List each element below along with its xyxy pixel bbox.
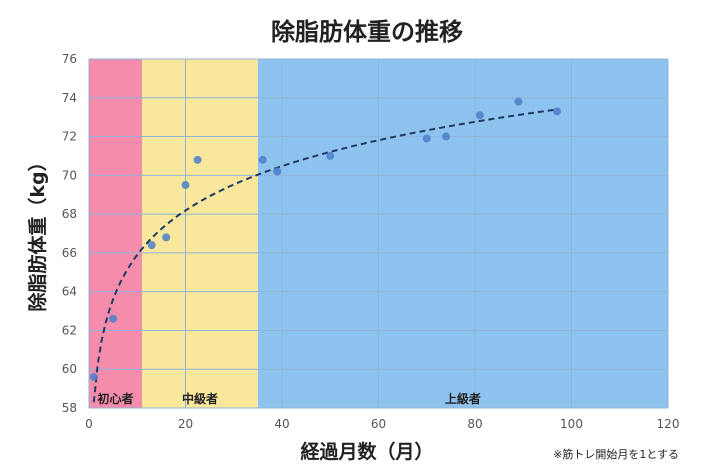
x-tick-label: 40 [274, 417, 289, 431]
y-axis-title: 除脂肪体重（kg） [26, 152, 49, 311]
band-label: 中級者 [182, 391, 218, 406]
data-point [514, 97, 523, 106]
x-axis-title: 経過月数（月） [300, 440, 433, 463]
x-tick-label: 120 [657, 417, 680, 431]
x-tick-label: 20 [178, 417, 193, 431]
data-point [553, 107, 562, 116]
data-point [162, 233, 171, 242]
experience-bands [89, 59, 668, 408]
y-tick-label: 66 [62, 246, 77, 260]
x-axis-ticks: 0 20 40 60 80 100 120 [85, 417, 679, 431]
y-tick-label: 76 [62, 52, 77, 66]
y-tick-label: 74 [62, 91, 77, 105]
y-tick-label: 70 [62, 168, 77, 182]
x-tick-label: 80 [467, 417, 482, 431]
data-point [109, 314, 118, 323]
x-tick-label: 100 [560, 417, 583, 431]
band-0 [89, 59, 143, 408]
y-tick-label: 58 [62, 401, 77, 415]
y-tick-label: 72 [62, 130, 77, 144]
x-tick-label: 60 [371, 417, 386, 431]
trendline [92, 108, 558, 403]
trendline-path [92, 108, 558, 403]
data-point [273, 167, 282, 176]
data-point [89, 372, 98, 381]
y-tick-label: 60 [62, 362, 77, 376]
experience-band-labels: 初心者 中級者 上級者 [98, 391, 481, 406]
y-tick-label: 68 [62, 207, 77, 221]
data-point [475, 111, 484, 120]
data-point [422, 134, 431, 143]
y-axis-ticks: 58 60 62 64 66 68 70 72 74 76 [62, 52, 77, 415]
x-tick-label: 0 [85, 417, 93, 431]
band-label: 上級者 [445, 391, 481, 406]
band-label: 初心者 [98, 391, 134, 406]
data-point [181, 181, 190, 190]
y-tick-label: 64 [62, 285, 77, 299]
data-points [89, 97, 562, 381]
footnote: ※筋トレ開始月を1とする [553, 447, 679, 461]
data-point [193, 155, 202, 164]
chart-title: 除脂肪体重の推移 [271, 18, 463, 46]
y-tick-label: 62 [62, 323, 77, 337]
band-1 [142, 59, 258, 408]
gridlines [88, 58, 669, 409]
data-point [442, 132, 451, 141]
band-2 [257, 59, 668, 408]
data-point [258, 155, 267, 164]
data-point [326, 151, 335, 160]
data-point [147, 241, 156, 250]
